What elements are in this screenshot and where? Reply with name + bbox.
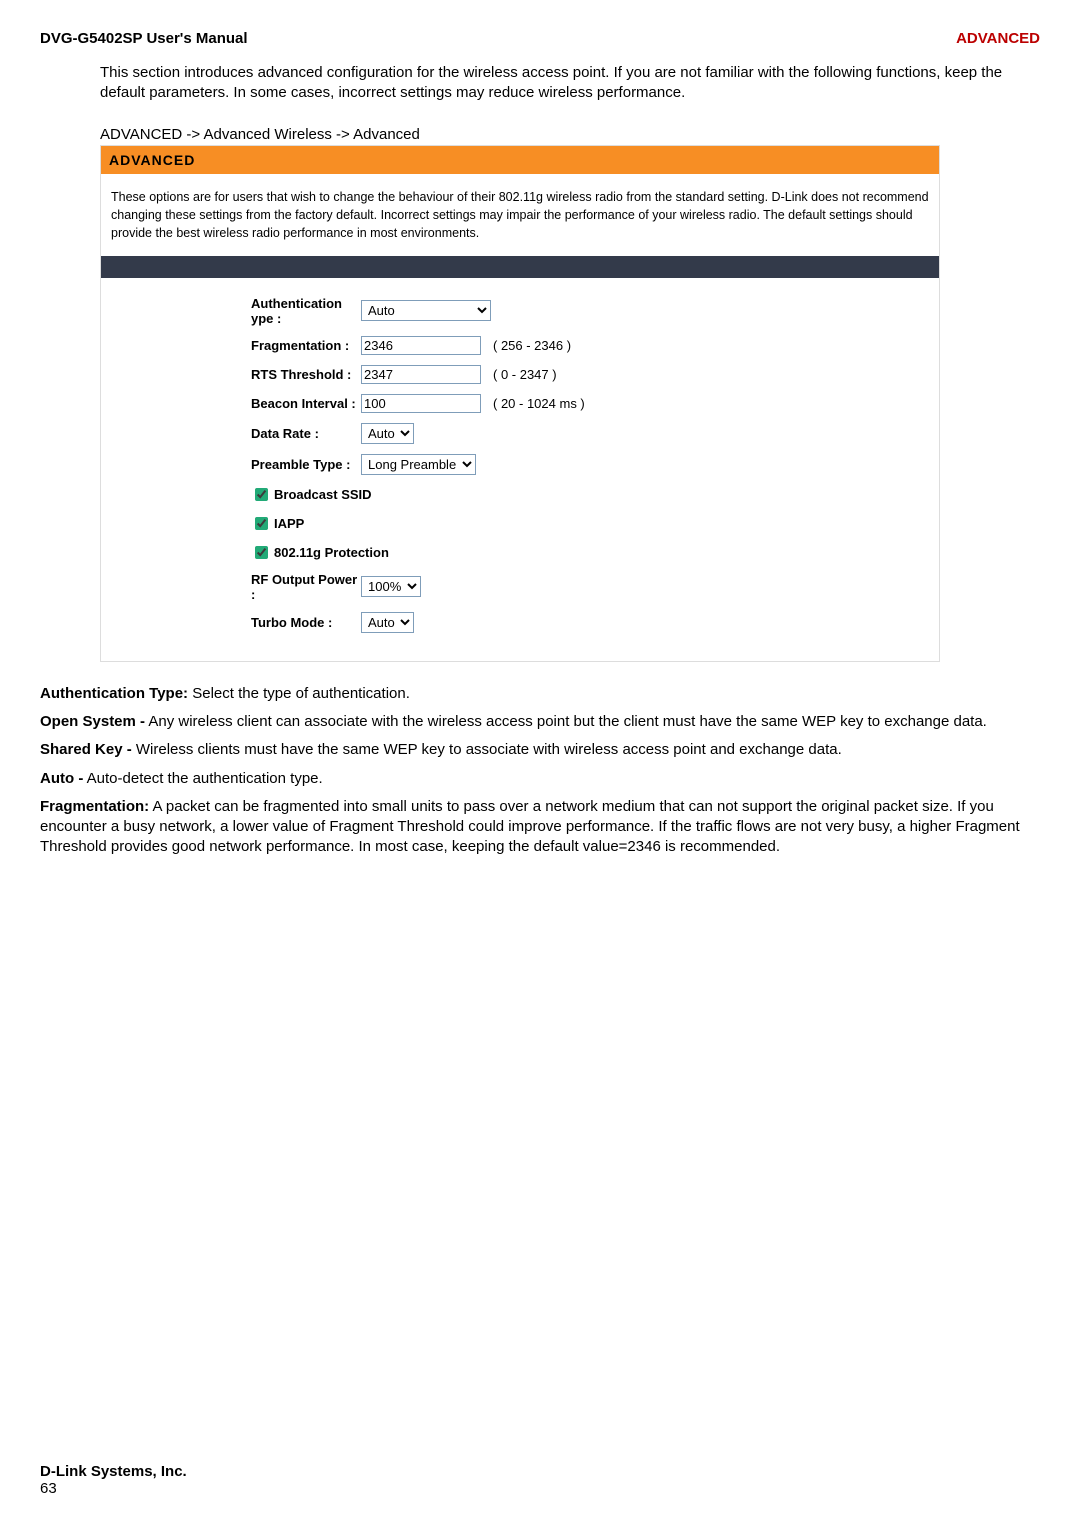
settings-form: Authentication ype : Auto Fragmentation …	[101, 278, 939, 661]
fragmentation-label: Fragmentation :	[141, 338, 361, 353]
fragmentation-text: A packet can be fragmented into small un…	[40, 798, 1020, 856]
iapp-label: IAPP	[274, 516, 304, 531]
rts-threshold-range: ( 0 - 2347 )	[493, 367, 557, 382]
auth-type-select[interactable]: Auto	[361, 300, 491, 321]
auth-type-label: Authentication ype :	[141, 296, 361, 326]
open-system-text: Any wireless client can associate with t…	[148, 713, 986, 730]
preamble-type-label: Preamble Type :	[141, 457, 361, 472]
rts-threshold-label: RTS Threshold :	[141, 367, 361, 382]
doc-title-left: DVG-G5402SP User's Manual	[40, 30, 248, 47]
breadcrumb: ADVANCED -> Advanced Wireless -> Advance…	[100, 126, 1040, 143]
shared-key-text: Wireless clients must have the same WEP …	[136, 741, 842, 758]
intro-paragraph: This section introduces advanced configu…	[100, 63, 1020, 104]
footer-page-number: 63	[40, 1480, 187, 1497]
panel-title: ADVANCED	[101, 146, 939, 174]
broadcast-ssid-checkbox[interactable]	[255, 488, 268, 501]
rf-output-power-select[interactable]: 100%	[361, 576, 421, 597]
shared-key-heading: Shared Key -	[40, 741, 132, 758]
open-system-heading: Open System -	[40, 713, 145, 730]
fragmentation-range: ( 256 - 2346 )	[493, 338, 571, 353]
auto-heading: Auto -	[40, 770, 83, 787]
rts-threshold-input[interactable]	[361, 365, 481, 384]
auth-type-text: Select the type of authentication.	[192, 685, 410, 702]
data-rate-select[interactable]: Auto	[361, 423, 414, 444]
beacon-interval-input[interactable]	[361, 394, 481, 413]
preamble-type-select[interactable]: Long Preamble	[361, 454, 476, 475]
doc-title-right: ADVANCED	[956, 30, 1040, 47]
auto-text: Auto-detect the authentication type.	[87, 770, 323, 787]
page-footer: D-Link Systems, Inc. 63	[40, 1463, 187, 1497]
auth-type-heading: Authentication Type:	[40, 685, 188, 702]
80211g-protection-checkbox[interactable]	[255, 546, 268, 559]
advanced-panel: ADVANCED These options are for users tha…	[100, 145, 940, 662]
turbo-mode-select[interactable]: Auto	[361, 612, 414, 633]
fragmentation-input[interactable]	[361, 336, 481, 355]
fragmentation-heading: Fragmentation:	[40, 798, 149, 815]
turbo-mode-label: Turbo Mode :	[141, 615, 361, 630]
iapp-checkbox[interactable]	[255, 517, 268, 530]
80211g-protection-label: 802.11g Protection	[274, 545, 389, 560]
beacon-interval-range: ( 20 - 1024 ms )	[493, 396, 585, 411]
broadcast-ssid-label: Broadcast SSID	[274, 487, 372, 502]
header-row: DVG-G5402SP User's Manual ADVANCED	[40, 30, 1040, 47]
rf-output-power-label: RF Output Power :	[141, 572, 361, 602]
panel-description: These options are for users that wish to…	[101, 174, 939, 256]
footer-company: D-Link Systems, Inc.	[40, 1463, 187, 1480]
panel-dark-bar	[101, 256, 939, 278]
data-rate-label: Data Rate :	[141, 426, 361, 441]
beacon-interval-label: Beacon Interval :	[141, 396, 361, 411]
